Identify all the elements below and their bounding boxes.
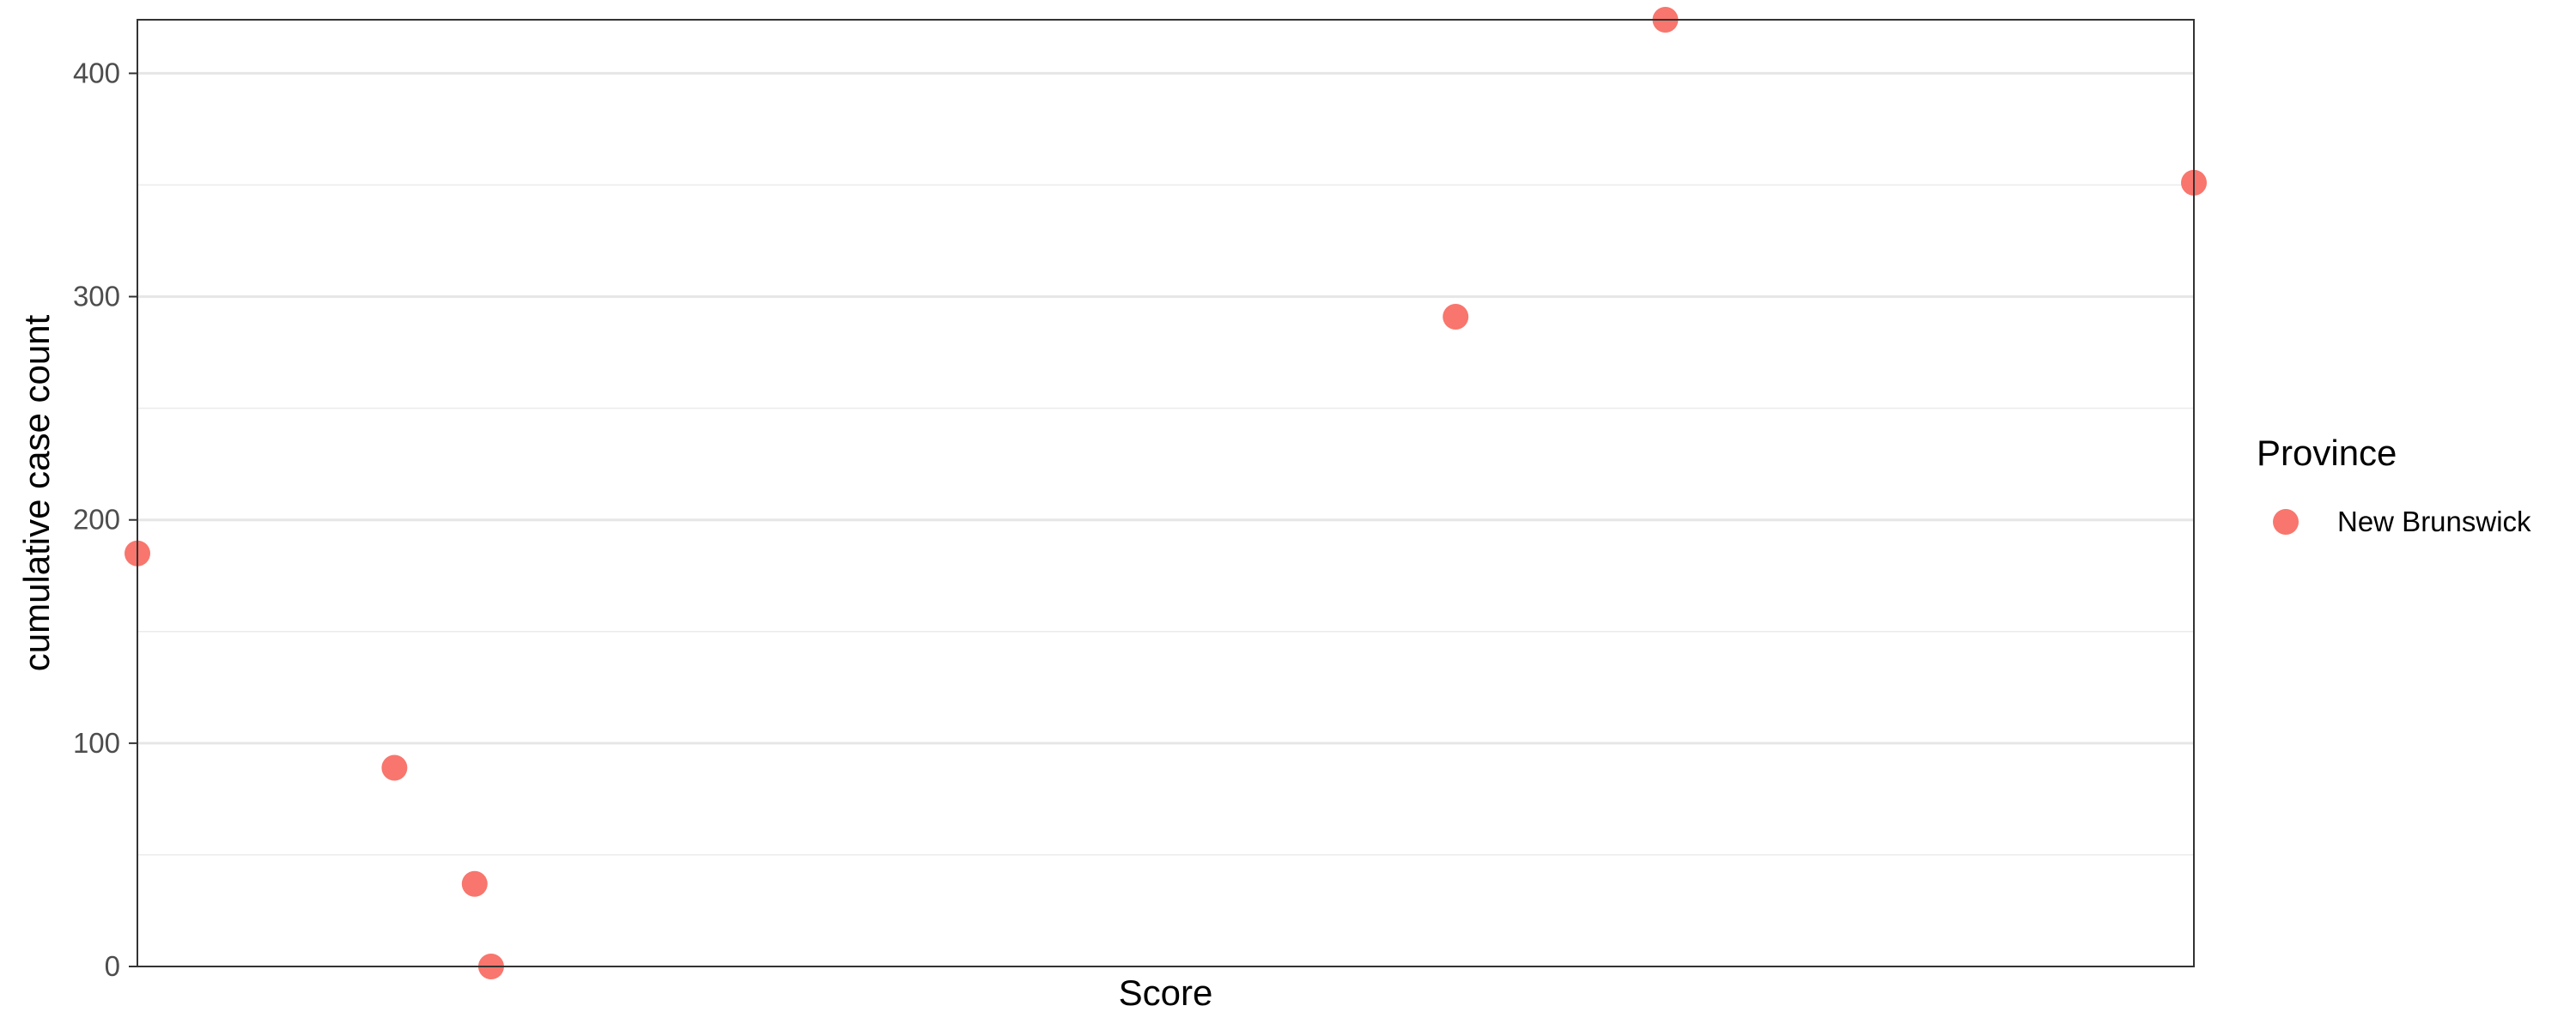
y-axis-tick-labels: 0 100 200 300 400 <box>73 57 120 982</box>
legend-title: Province <box>2257 433 2397 473</box>
minor-gridlines <box>137 184 2194 856</box>
y-axis-title: cumulative case count <box>16 314 57 671</box>
x-axis-title: Score <box>1119 972 1213 1013</box>
plot-panel-border <box>137 19 2195 967</box>
data-point <box>381 754 408 781</box>
major-gridlines <box>137 71 2194 745</box>
y-tick-label: 100 <box>73 727 120 759</box>
y-tick-label: 200 <box>73 504 120 536</box>
legend-items: New Brunswick <box>2273 506 2531 537</box>
y-axis-ticks <box>129 72 137 967</box>
y-tick-label: 0 <box>105 950 120 982</box>
y-tick-label: 400 <box>73 57 120 88</box>
legend-key <box>2273 509 2299 535</box>
y-tick-label: 300 <box>73 281 120 312</box>
data-point <box>461 870 488 897</box>
data-point <box>1443 303 1469 330</box>
data-points <box>125 7 2207 979</box>
legend-item-label: New Brunswick <box>2337 506 2531 537</box>
legend: Province New Brunswick <box>2257 433 2531 537</box>
